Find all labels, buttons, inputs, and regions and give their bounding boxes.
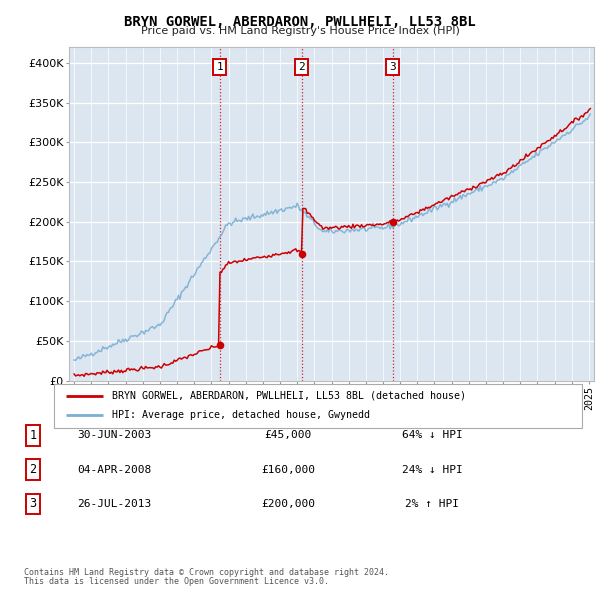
Text: £200,000: £200,000: [261, 499, 315, 509]
Text: HPI: Average price, detached house, Gwynedd: HPI: Average price, detached house, Gwyn…: [113, 411, 371, 420]
Text: £160,000: £160,000: [261, 465, 315, 474]
Text: 04-APR-2008: 04-APR-2008: [77, 465, 151, 474]
Text: 2: 2: [29, 463, 37, 476]
Text: 2% ↑ HPI: 2% ↑ HPI: [405, 499, 459, 509]
Text: 2: 2: [298, 62, 305, 72]
Text: BRYN GORWEL, ABERDARON, PWLLHELI, LL53 8BL (detached house): BRYN GORWEL, ABERDARON, PWLLHELI, LL53 8…: [113, 391, 467, 401]
Text: This data is licensed under the Open Government Licence v3.0.: This data is licensed under the Open Gov…: [24, 577, 329, 586]
Text: 30-JUN-2003: 30-JUN-2003: [77, 431, 151, 440]
Text: £45,000: £45,000: [265, 431, 311, 440]
Text: 64% ↓ HPI: 64% ↓ HPI: [401, 431, 463, 440]
Text: 26-JUL-2013: 26-JUL-2013: [77, 499, 151, 509]
Text: Contains HM Land Registry data © Crown copyright and database right 2024.: Contains HM Land Registry data © Crown c…: [24, 568, 389, 576]
Text: 3: 3: [29, 497, 37, 510]
Text: 1: 1: [217, 62, 223, 72]
Text: 1: 1: [29, 429, 37, 442]
Text: 3: 3: [389, 62, 396, 72]
Text: BRYN GORWEL, ABERDARON, PWLLHELI, LL53 8BL: BRYN GORWEL, ABERDARON, PWLLHELI, LL53 8…: [124, 15, 476, 29]
Text: 24% ↓ HPI: 24% ↓ HPI: [401, 465, 463, 474]
Text: Price paid vs. HM Land Registry's House Price Index (HPI): Price paid vs. HM Land Registry's House …: [140, 26, 460, 36]
